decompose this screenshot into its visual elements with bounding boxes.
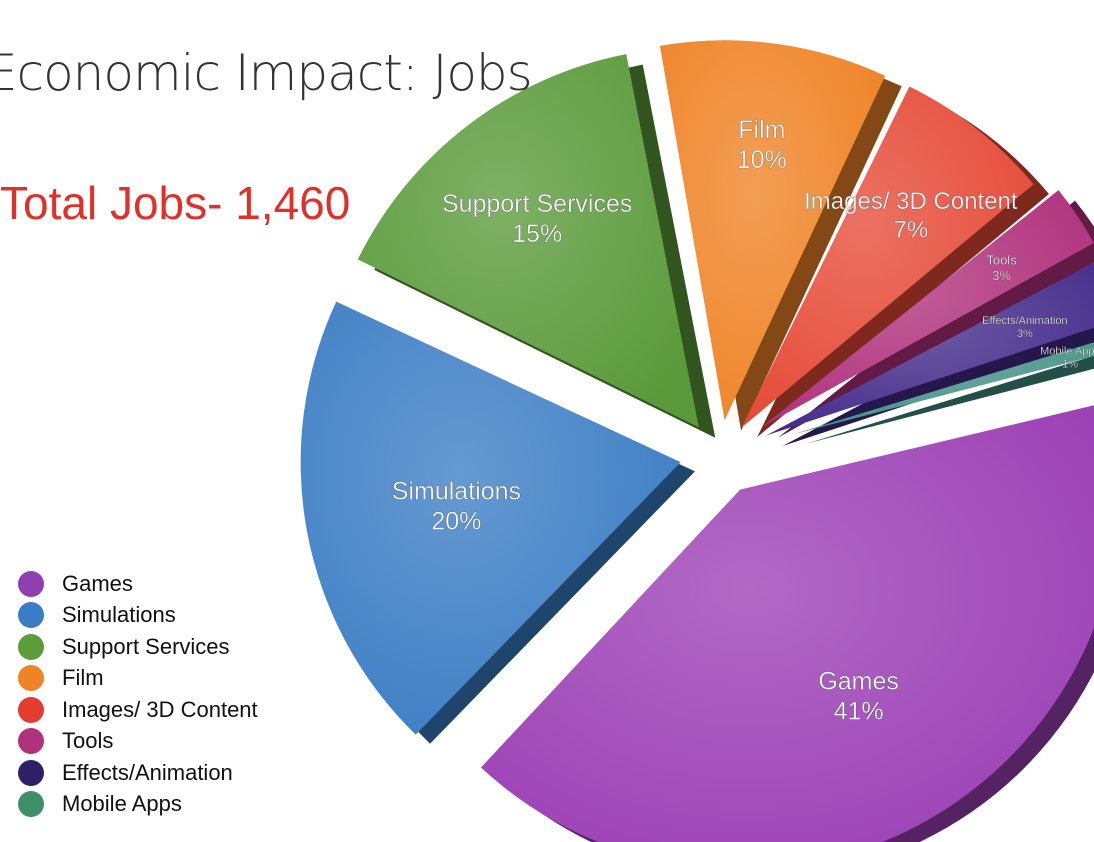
slice-label: Simulations	[392, 478, 521, 506]
legend-item-effects-animation: Effects/Animation	[18, 757, 258, 789]
legend-item-tools: Tools	[18, 726, 258, 758]
pie-slice-effects-animation	[766, 262, 1094, 446]
legend-label: Mobile Apps	[62, 791, 182, 817]
pie-slice-simulations	[300, 301, 695, 744]
legend-item-mobile-apps: Mobile Apps	[18, 789, 258, 821]
legend: Games Simulations Support Services Film …	[18, 568, 258, 820]
pie-slice-gloss	[357, 54, 699, 428]
slice-value-label: 3%	[1017, 328, 1033, 340]
pie-slice-gloss	[480, 405, 1094, 842]
legend-label: Effects/Animation	[62, 759, 233, 785]
slice-label: Images/ 3D Content	[804, 188, 1018, 215]
legend-label: Support Services	[62, 633, 230, 659]
chart-subtitle: Total Jobs- 1,460	[0, 177, 351, 229]
pie-slice-gloss	[659, 40, 886, 421]
legend-swatch	[18, 570, 44, 597]
pie-slice-gloss	[761, 190, 1094, 428]
legend-label: Games	[62, 570, 133, 596]
pie-slice-gloss	[766, 262, 1094, 436]
chart-title: Economic Impact: Jobs	[0, 44, 533, 102]
slice-label: Mobile Apps	[1040, 345, 1094, 357]
slice-label: Effects/Animation	[982, 315, 1067, 327]
legend-item-games: Games	[18, 568, 258, 600]
pie-slice-gloss	[300, 301, 681, 735]
pie-slice-gloss	[741, 86, 1034, 428]
slice-value-label: 1%	[1062, 358, 1078, 370]
legend-label: Tools	[62, 728, 114, 754]
legend-item-simulations: Simulations	[18, 600, 258, 632]
legend-label: Images/ 3D Content	[62, 696, 258, 722]
legend-swatch	[18, 791, 44, 818]
slice-value-label: 10%	[737, 146, 787, 174]
pie-slice-games	[480, 405, 1094, 842]
pie-slice-images-3d-content	[741, 86, 1049, 438]
legend-item-images-3d: Images/ 3D Content	[18, 694, 258, 726]
slice-value-label: 20%	[431, 508, 481, 536]
legend-label: Simulations	[62, 602, 176, 628]
slice-label: Tools	[986, 253, 1017, 268]
legend-swatch	[18, 633, 44, 660]
legend-swatch	[18, 696, 44, 723]
legend-item-support-services: Support Services	[18, 631, 258, 663]
slice-label: Film	[738, 116, 785, 144]
pie-slice-support-services	[357, 54, 716, 438]
slice-value-label: 7%	[893, 217, 928, 244]
legend-label: Film	[62, 665, 104, 691]
pie-slice-tools	[761, 190, 1094, 438]
slice-label: Support Services	[442, 190, 632, 218]
legend-swatch	[18, 759, 44, 786]
slice-value-label: 3%	[992, 268, 1011, 283]
slice-value-label: 41%	[834, 697, 884, 725]
slice-label: Games	[818, 667, 899, 695]
slice-value-label: 15%	[512, 220, 562, 248]
legend-swatch	[18, 728, 44, 755]
legend-swatch	[18, 602, 44, 629]
legend-item-film: Film	[18, 663, 258, 695]
legend-swatch	[18, 665, 44, 692]
pie-slice-film	[659, 40, 902, 431]
